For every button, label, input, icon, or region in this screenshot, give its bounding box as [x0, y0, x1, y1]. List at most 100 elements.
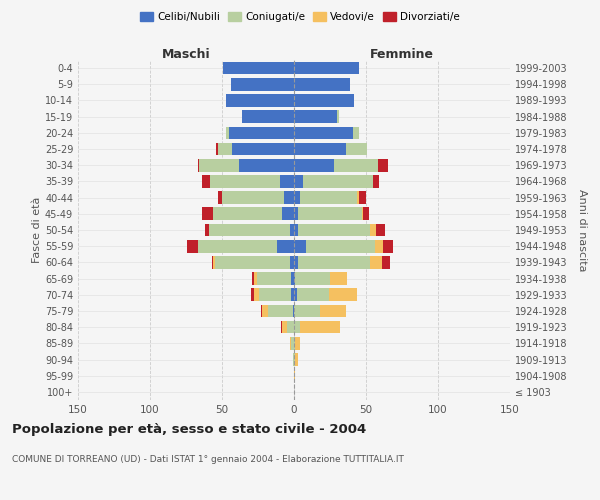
Bar	[226, 126, 229, 139]
Bar	[199, 159, 239, 172]
Bar	[295, 353, 298, 366]
Bar	[211, 175, 280, 188]
Bar	[294, 240, 305, 252]
Y-axis label: Anni di nascita: Anni di nascita	[577, 188, 587, 271]
Bar	[294, 126, 353, 139]
Bar	[297, 288, 329, 301]
Bar	[291, 288, 294, 301]
Bar	[294, 288, 297, 301]
Bar	[358, 192, 359, 204]
Bar	[377, 159, 388, 172]
Bar	[197, 240, 277, 252]
Bar	[294, 142, 346, 156]
Bar	[223, 62, 294, 74]
Bar	[283, 208, 294, 220]
Bar	[214, 208, 283, 220]
Bar	[362, 208, 363, 220]
Bar	[251, 288, 254, 301]
Bar	[294, 224, 298, 236]
Bar	[295, 337, 300, 349]
Bar	[294, 192, 300, 204]
Bar	[337, 110, 338, 123]
Bar	[294, 272, 295, 285]
Bar	[209, 224, 290, 236]
Bar	[353, 126, 359, 139]
Bar	[329, 288, 358, 301]
Bar	[298, 224, 370, 236]
Bar	[294, 94, 355, 107]
Bar	[373, 175, 379, 188]
Bar	[305, 240, 374, 252]
Bar	[187, 240, 197, 252]
Bar	[302, 175, 373, 188]
Bar	[294, 110, 337, 123]
Bar	[290, 224, 294, 236]
Bar	[298, 256, 370, 268]
Bar	[363, 208, 369, 220]
Bar	[229, 126, 294, 139]
Bar	[294, 159, 334, 172]
Bar	[370, 224, 376, 236]
Bar	[257, 272, 291, 285]
Text: Popolazione per età, sesso e stato civile - 2004: Popolazione per età, sesso e stato civil…	[12, 422, 366, 436]
Bar	[262, 304, 268, 318]
Bar	[202, 175, 211, 188]
Bar	[300, 321, 340, 334]
Bar	[216, 142, 218, 156]
Bar	[222, 192, 284, 204]
Bar	[254, 288, 259, 301]
Bar	[294, 337, 295, 349]
Bar	[294, 62, 359, 74]
Bar	[259, 288, 291, 301]
Bar	[320, 304, 346, 318]
Bar	[242, 110, 294, 123]
Bar	[283, 321, 287, 334]
Bar	[291, 272, 294, 285]
Bar	[239, 159, 294, 172]
Bar	[294, 256, 298, 268]
Bar	[232, 142, 294, 156]
Bar	[294, 208, 298, 220]
Bar	[197, 159, 199, 172]
Bar	[218, 142, 232, 156]
Bar	[291, 337, 294, 349]
Bar	[277, 240, 294, 252]
Bar	[284, 192, 294, 204]
Bar	[281, 321, 283, 334]
Bar	[293, 353, 294, 366]
Bar	[230, 78, 294, 90]
Bar	[330, 272, 347, 285]
Bar	[374, 240, 383, 252]
Bar	[287, 321, 294, 334]
Bar	[376, 224, 385, 236]
Bar	[215, 256, 290, 268]
Bar	[294, 353, 295, 366]
Bar	[294, 175, 302, 188]
Bar	[205, 224, 209, 236]
Bar	[300, 192, 358, 204]
Text: COMUNE DI TORREANO (UD) - Dati ISTAT 1° gennaio 2004 - Elaborazione TUTTITALIA.I: COMUNE DI TORREANO (UD) - Dati ISTAT 1° …	[12, 455, 404, 464]
Bar	[334, 159, 377, 172]
Bar	[383, 240, 394, 252]
Bar	[268, 304, 293, 318]
Bar	[218, 192, 222, 204]
Bar	[298, 208, 362, 220]
Bar	[290, 337, 291, 349]
Bar	[290, 256, 294, 268]
Bar	[294, 370, 295, 382]
Bar	[252, 272, 254, 285]
Bar	[214, 256, 215, 268]
Bar	[261, 304, 262, 318]
Bar	[280, 175, 294, 188]
Bar	[202, 208, 214, 220]
Text: Maschi: Maschi	[161, 48, 211, 61]
Bar	[226, 94, 294, 107]
Bar	[294, 78, 350, 90]
Bar	[346, 142, 367, 156]
Bar	[295, 272, 330, 285]
Bar	[382, 256, 391, 268]
Text: Femmine: Femmine	[370, 48, 434, 61]
Bar	[294, 304, 320, 318]
Bar	[293, 304, 294, 318]
Bar	[254, 272, 257, 285]
